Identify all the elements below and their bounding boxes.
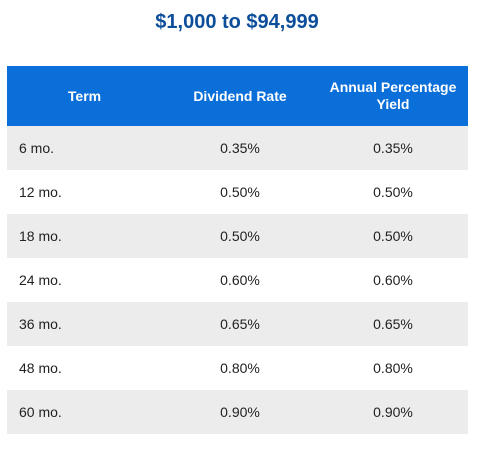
term-cell: 36 mo. — [7, 302, 162, 346]
table-row: 6 mo. 0.35% 0.35% — [7, 126, 468, 170]
rate-cell: 0.65% — [318, 302, 468, 346]
rate-cell: 0.60% — [220, 272, 260, 288]
term-cell: 18 mo. — [7, 214, 162, 258]
table-row: 12 mo. 0.50% 0.50% — [7, 170, 468, 214]
table-header: Term Dividend Rate Annual Percentage Yield — [7, 66, 468, 126]
rate-cell: 0.50% — [373, 184, 413, 200]
rates-table: Term Dividend Rate Annual Percentage Yield… — [7, 66, 468, 434]
column-header: Dividend Rate — [162, 66, 318, 126]
rate-cell: 0.35% — [162, 126, 318, 170]
header-row: Term Dividend Rate Annual Percentage Yield — [7, 66, 468, 126]
rate-cell: 0.80% — [220, 360, 260, 376]
table-row: 24 mo. 0.60% 0.60% — [7, 258, 468, 302]
column-header: Term — [7, 66, 162, 126]
rate-cell: 0.50% — [220, 184, 260, 200]
rate-cell: 0.50% — [162, 214, 318, 258]
rate-cell: 0.80% — [373, 360, 413, 376]
table-row: 60 mo. 0.90% 0.90% — [7, 390, 468, 434]
table-row: 48 mo. 0.80% 0.80% — [7, 346, 468, 390]
table-row: 18 mo. 0.50% 0.50% — [7, 214, 468, 258]
rate-cell: 0.90% — [318, 390, 468, 434]
rate-cell: 0.35% — [318, 126, 468, 170]
rate-cell: 0.90% — [162, 390, 318, 434]
column-header: Annual Percentage Yield — [318, 66, 468, 126]
rate-cell: 0.50% — [318, 214, 468, 258]
rate-cell: 0.65% — [162, 302, 318, 346]
term-cell: 60 mo. — [7, 390, 162, 434]
term-cell: 24 mo. — [19, 272, 62, 288]
term-cell: 12 mo. — [19, 184, 62, 200]
term-cell: 48 mo. — [19, 360, 62, 376]
table-row: 36 mo. 0.65% 0.65% — [7, 302, 468, 346]
table-body: 6 mo. 0.35% 0.35% 12 mo. 0.50% 0.50% 18 mo. 0.5… — [7, 126, 468, 434]
title: $1,000 to $94,999 — [155, 11, 319, 33]
term-cell: 6 mo. — [7, 126, 162, 170]
rate-cell: 0.60% — [373, 272, 413, 288]
